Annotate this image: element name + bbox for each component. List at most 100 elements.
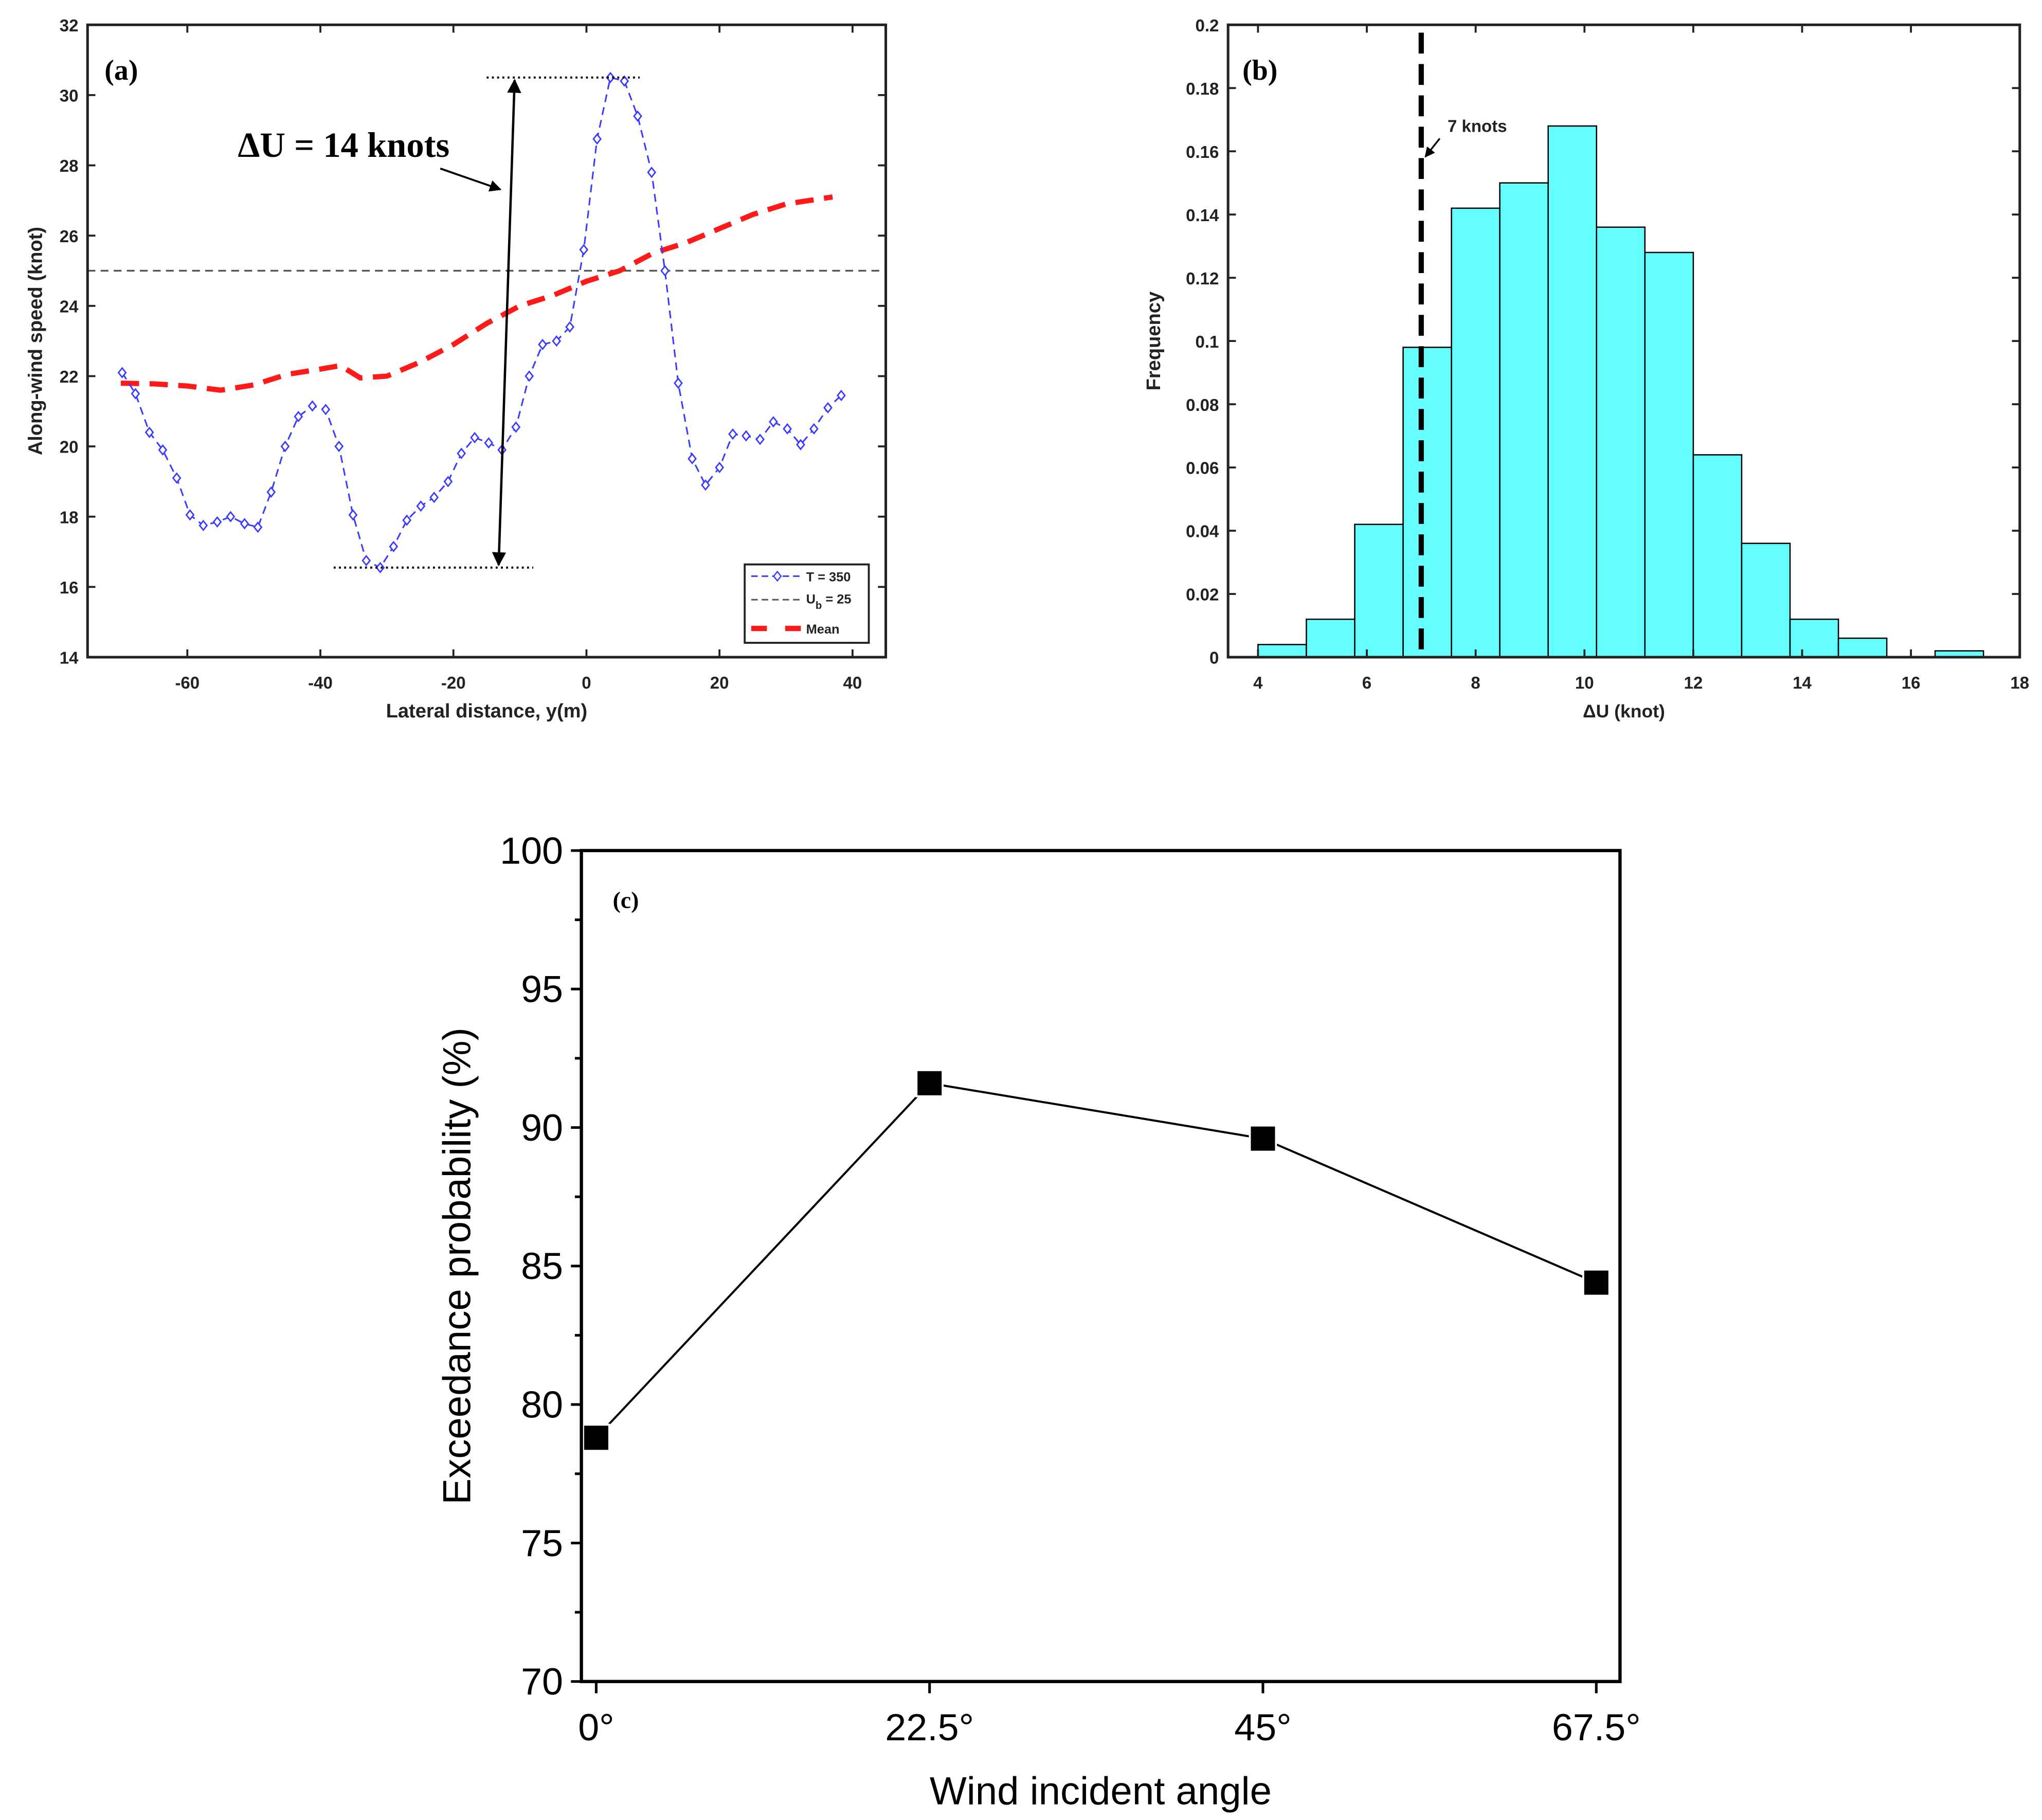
t350-marker (172, 472, 182, 484)
t350-marker (565, 321, 575, 333)
t350-marker (389, 540, 399, 552)
legend-t350-label: T = 350 (806, 570, 851, 585)
y-tick-label: 16 (60, 578, 79, 597)
t350-marker (117, 367, 127, 379)
histogram-bar (1402, 347, 1452, 658)
data-point-marker (915, 1069, 944, 1097)
panel-b: 4 6 8 10 12 14 16 18 0 0.02 0.04 0.06 0.08 0.1 0.12 0.1… (1143, 16, 2029, 722)
t350-marker (525, 370, 534, 382)
x-tick-label: 18 (2010, 673, 2029, 692)
t350-marker (579, 244, 589, 256)
legend: T = 350 Ub = 25 Mean (744, 563, 870, 644)
data-point-marker (582, 1423, 610, 1452)
t350-marker (823, 402, 833, 414)
t350-marker (836, 389, 846, 402)
plot-frame (580, 849, 1622, 1683)
threshold-label: 7 knots (1448, 117, 1507, 136)
x-tick-label: 10 (1575, 673, 1594, 692)
t350-marker (552, 335, 562, 347)
panel-label: (a) (104, 55, 138, 86)
t350-marker (715, 461, 725, 474)
t350-marker (402, 514, 412, 526)
t350-marker (240, 518, 249, 530)
x-tick-label: 4 (1253, 673, 1263, 692)
x-tick-label: -20 (441, 673, 466, 692)
histogram-bar (1306, 618, 1356, 658)
y-tick-label: 0.04 (1186, 522, 1219, 541)
histogram-bar (1596, 226, 1646, 658)
histogram-bar (1692, 454, 1743, 658)
t350-marker (280, 440, 290, 453)
y-axis-label: Exceedance probability (%) (436, 1028, 479, 1505)
y-tick-label: 0.06 (1186, 459, 1219, 478)
x-tick-label: -60 (175, 673, 200, 692)
histogram-bar (1789, 618, 1839, 658)
x-tick-label: 16 (1902, 673, 1921, 692)
legend-ub-label: Ub = 25 (806, 592, 852, 611)
panel-label: (c) (613, 887, 639, 913)
threshold-pointer-arrow (1424, 138, 1441, 158)
y-tick-label: 0.08 (1186, 395, 1219, 415)
t350-marker (647, 167, 657, 178)
histogram-bar (1837, 637, 1888, 658)
histogram-bar (1741, 543, 1791, 658)
t350-marker (728, 428, 737, 440)
t350-marker (755, 434, 765, 445)
y-tick-label: 0.16 (1186, 142, 1219, 161)
t350-marker (144, 426, 154, 438)
t350-marker (253, 521, 263, 533)
x-tick-label: 45° (1234, 1706, 1291, 1749)
mean-line (120, 194, 833, 393)
histogram-bar (1499, 182, 1549, 658)
t350-marker (416, 500, 426, 512)
delta-u-annotation: ΔU = 14 knots (238, 125, 449, 165)
t350-marker (185, 509, 195, 521)
x-tick-label: 6 (1362, 673, 1371, 692)
y-tick-label: 14 (60, 648, 79, 668)
t350-marker (470, 431, 480, 444)
legend-ub-tail: = 25 (822, 592, 851, 607)
y-tick-label: 0.2 (1195, 16, 1219, 35)
histogram-bar (1547, 125, 1598, 658)
t350-marker (429, 491, 439, 503)
t350-marker (606, 71, 615, 83)
y-tick-label: 0.02 (1186, 585, 1219, 604)
t350-marker (457, 447, 466, 459)
y-tick-label: 70 (521, 1660, 563, 1703)
histogram-bar (1451, 207, 1501, 658)
x-tick-label: 22.5° (885, 1706, 974, 1749)
x-tick-label: 40 (843, 673, 862, 692)
y-tick-label: 28 (60, 156, 79, 175)
y-tick-label: 75 (521, 1522, 563, 1564)
legend-mean-label: Mean (806, 622, 840, 637)
x-tick-label: 0 (582, 673, 591, 692)
t350-marker (688, 453, 697, 465)
plot-frame (1226, 23, 2021, 659)
panel-a: -60 -40 -20 0 20 40 14 16 18 20 22 24 26 28 30 32 ΔU = 1… (25, 16, 888, 722)
panel-c: 70 75 80 85 90 95 100 0° 22.5° 45° 67.5° (c) Wind in… (436, 829, 1641, 1813)
y-tick-label: 80 (521, 1383, 563, 1426)
y-tick-label: 32 (60, 16, 79, 35)
t350-marker (294, 410, 303, 423)
t350-marker (375, 562, 385, 573)
y-axis-label: Frequency (1143, 292, 1165, 391)
x-axis-label: Wind incident angle (930, 1770, 1272, 1813)
t350-marker (308, 400, 317, 412)
histogram-bar (1644, 251, 1694, 658)
y-tick-label: 24 (60, 297, 79, 316)
x-tick-label: 20 (710, 673, 729, 692)
x-tick-label: 8 (1471, 673, 1480, 692)
x-axis-label: ΔU (knot) (1583, 701, 1665, 722)
data-point-marker (1249, 1124, 1277, 1153)
y-tick-label: 100 (500, 829, 563, 872)
t350-marker (198, 519, 208, 531)
x-tick-label: -40 (308, 673, 333, 692)
y-tick-label: 85 (521, 1245, 563, 1287)
t350-marker (443, 476, 453, 488)
t350-marker (131, 388, 140, 400)
t350-marker (769, 416, 778, 428)
y-tick-label: 0 (1209, 648, 1219, 668)
x-axis-label: Lateral distance, y(m) (386, 700, 588, 722)
t350-marker (660, 265, 670, 277)
